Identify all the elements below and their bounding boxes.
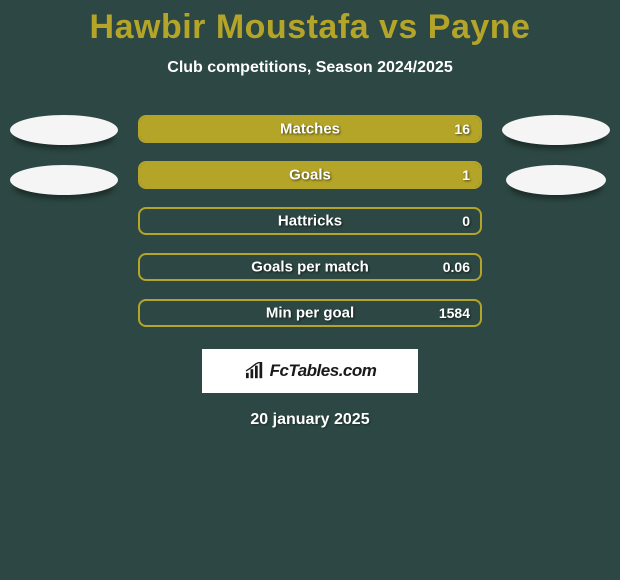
bar-label: Matches (280, 121, 340, 138)
avatar-placeholder (506, 165, 606, 195)
stat-bar-hattricks: Hattricks 0 (138, 207, 482, 235)
player-left-avatars (4, 115, 124, 195)
bar-label: Goals per match (251, 259, 369, 276)
avatar-placeholder (10, 165, 118, 195)
bar-value: 1584 (439, 305, 470, 321)
bar-value: 0.06 (443, 259, 470, 275)
source-logo-box: FcTables.com (202, 349, 418, 393)
page-title: Hawbir Moustafa vs Payne (0, 0, 620, 47)
bar-label: Hattricks (278, 213, 342, 230)
subtitle: Club competitions, Season 2024/2025 (0, 59, 620, 77)
stat-bar-matches: Matches 16 (138, 115, 482, 143)
stat-bar-min-per-goal: Min per goal 1584 (138, 299, 482, 327)
player-right-avatars (496, 115, 616, 195)
avatar-placeholder (10, 115, 118, 145)
bar-label: Goals (289, 167, 331, 184)
bar-chart-icon (244, 362, 266, 380)
source-logo-text: FcTables.com (270, 361, 377, 381)
snapshot-date: 20 january 2025 (0, 411, 620, 429)
bar-value: 1 (462, 167, 470, 183)
bar-label: Min per goal (266, 305, 354, 322)
avatar-placeholder (502, 115, 610, 145)
stat-bar-goals: Goals 1 (138, 161, 482, 189)
stat-bars: Matches 16 Goals 1 Hattricks 0 Goals per… (138, 115, 482, 327)
comparison-content: Matches 16 Goals 1 Hattricks 0 Goals per… (0, 115, 620, 429)
bar-value: 16 (454, 121, 470, 137)
bar-value: 0 (462, 213, 470, 229)
stat-bar-goals-per-match: Goals per match 0.06 (138, 253, 482, 281)
